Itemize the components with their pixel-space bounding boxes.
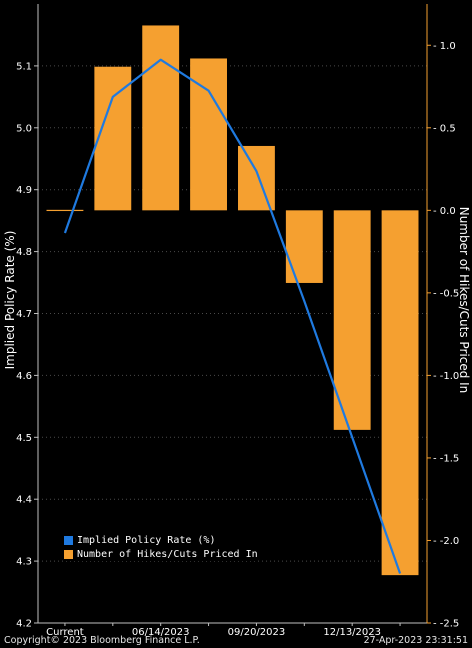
right-tick-label: - 0.0: [433, 206, 456, 217]
right-tick-label: - 1.0: [433, 41, 456, 52]
left-tick-label: 4.6: [16, 371, 32, 382]
x-tick-label: 06/14/2023: [132, 627, 190, 638]
right-tick-label: - -2.5: [433, 619, 459, 630]
legend-item-rate: Implied Policy Rate (%): [64, 533, 258, 547]
right-tick-label: - -2.0: [433, 536, 459, 547]
bar: [285, 210, 323, 283]
right-tick-label: - -0.5: [433, 288, 459, 299]
bar: [238, 145, 275, 211]
x-axis: Current 06/14/2023 09/20/2023 12/13/2023: [38, 622, 427, 638]
right-tick-label: - -1.5: [433, 453, 459, 464]
right-tick-label: - -1.0: [433, 371, 459, 382]
bar: [381, 210, 419, 576]
x-tick-label: Current: [46, 627, 84, 638]
left-tick-label: 4.3: [16, 557, 32, 568]
left-axis-title: Implied Policy Rate (%): [3, 231, 17, 370]
copyright-text: Copyright© 2023 Bloomberg Finance L.P.: [4, 635, 200, 646]
x-tick-label: 09/20/2023: [228, 627, 286, 638]
left-tick-label: 4.4: [16, 495, 32, 506]
x-tick-label: 12/13/2023: [323, 627, 381, 638]
bar: [142, 25, 180, 211]
timestamp-text: 27-Apr-2023 23:31:51: [363, 635, 468, 646]
right-axis: - -2.5 - -2.0 - -1.5 - -1.0 - -0.5 - 0.0 - 0.5…: [426, 4, 459, 630]
bar-series: [46, 25, 419, 576]
legend-swatch-hikes: [64, 549, 73, 559]
left-tick-label: 5.0: [16, 123, 32, 134]
line-series: [63, 58, 402, 574]
legend-swatch-rate: [64, 535, 73, 545]
left-tick-label: 4.7: [16, 309, 32, 320]
bar: [333, 210, 371, 430]
left-tick-label: 5.1: [16, 61, 32, 72]
left-tick-label: 4.2: [16, 619, 32, 630]
legend-label-rate: Implied Policy Rate (%): [77, 534, 216, 546]
left-tick-label: 4.5: [16, 433, 32, 444]
right-axis-title: Number of Hikes/Cuts Priced In: [457, 207, 471, 394]
bar: [94, 66, 132, 211]
legend-item-hikes: Number of Hikes/Cuts Priced In: [64, 547, 258, 561]
legend: Implied Policy Rate (%) Number of Hikes/…: [64, 533, 258, 561]
left-tick-label: 4.8: [16, 247, 32, 258]
bar: [46, 209, 84, 212]
left-tick-label: 4.9: [16, 185, 32, 196]
right-tick-label: - 0.5: [433, 123, 456, 134]
legend-label-hikes: Number of Hikes/Cuts Priced In: [77, 548, 258, 560]
rate-line: [63, 58, 402, 574]
left-axis: 4.2 4.3 4.4 4.5 4.6 4.7 4.8 4.9 5.0 5.1: [16, 4, 39, 630]
